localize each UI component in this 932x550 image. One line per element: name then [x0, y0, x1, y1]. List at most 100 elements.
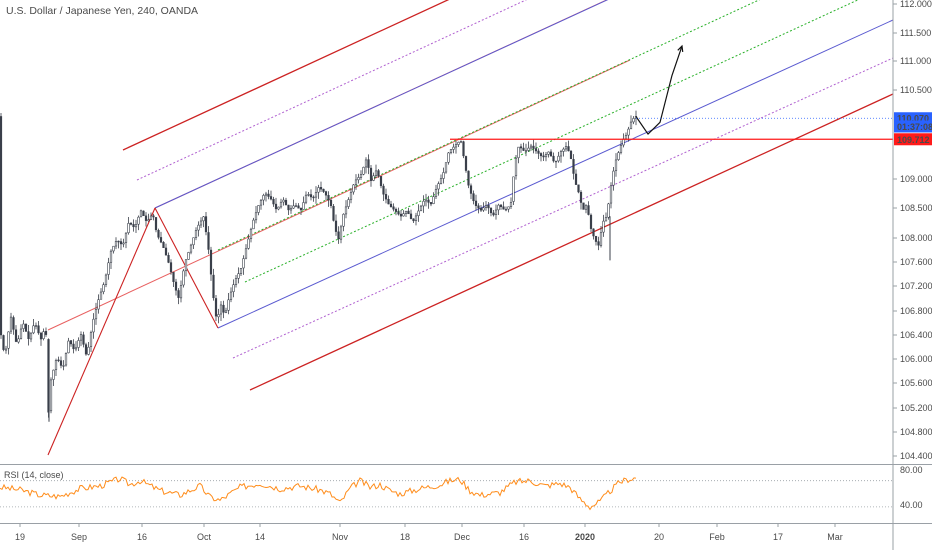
candle-body [469, 185, 473, 194]
candle-body [37, 325, 40, 334]
candle-body [617, 152, 620, 160]
candle-body [582, 202, 585, 210]
candle-body [614, 159, 618, 171]
candle-body [589, 214, 593, 229]
candle-body [504, 208, 508, 211]
candle-body [304, 194, 308, 203]
candle-body [129, 222, 133, 225]
candle-body [339, 226, 343, 240]
candle-body [437, 183, 440, 190]
candle-body [242, 258, 245, 269]
candle-body [147, 219, 150, 222]
candle-body [27, 331, 30, 340]
candle-body [7, 331, 10, 349]
candle-body [564, 146, 568, 150]
pitchfork-lines [47, 0, 894, 456]
candle-body [319, 187, 323, 190]
candle-body [19, 328, 23, 339]
candle-body [587, 205, 590, 215]
candle-body [484, 205, 488, 208]
candle-body [177, 290, 180, 298]
candle-body [22, 323, 25, 329]
y-tick-label: 110.500 [900, 85, 932, 95]
candle-body [199, 220, 203, 226]
candle-body [297, 205, 300, 209]
candle-body [302, 202, 305, 210]
candle-body [544, 154, 548, 158]
candle-body [279, 201, 283, 208]
candle-body [429, 202, 433, 205]
pitchfork-line [232, 57, 894, 359]
x-tick-label: 17 [773, 532, 783, 542]
candle-body [134, 224, 138, 228]
candle-body [554, 160, 558, 163]
price-label-box [894, 120, 932, 133]
candle-body [472, 193, 475, 202]
candle-body [412, 218, 415, 222]
candle-body [259, 199, 263, 206]
candle-body [227, 299, 230, 311]
candle-body [312, 196, 315, 199]
candle-body [77, 340, 80, 348]
candle-body [114, 241, 118, 247]
candle-body [607, 203, 610, 218]
candle-body [502, 206, 505, 210]
candle-body [149, 215, 153, 220]
y-tick-label: 104.800 [900, 427, 932, 437]
candle-body [292, 205, 295, 209]
candle-body [442, 172, 445, 179]
candle-body [364, 159, 368, 168]
candle-body [172, 271, 175, 282]
candle-body [432, 196, 435, 204]
candle-body [354, 179, 358, 185]
y-tick-label: 108.000 [900, 233, 932, 243]
candle-body [284, 199, 288, 206]
pitchfork-line [217, 19, 894, 329]
candle-body [379, 176, 383, 187]
candle-body [72, 343, 75, 350]
candle-body [39, 332, 43, 340]
candle-body [619, 144, 623, 153]
candle-body [629, 121, 633, 130]
candle-body [609, 185, 613, 204]
candle-body [94, 309, 98, 320]
price-label-text: 01:37:08 [897, 122, 932, 132]
candle-body [119, 241, 123, 245]
candle-body [232, 284, 235, 293]
x-tick-label: 19 [15, 532, 25, 542]
candle-body [34, 325, 38, 327]
candle-body [534, 148, 538, 152]
candle-body [579, 191, 583, 203]
candle-body [409, 213, 413, 219]
projection-arrowhead [677, 44, 684, 53]
pitchfork-line [47, 207, 156, 456]
candle-body [74, 347, 78, 350]
rsi-panel: RSI (14, close) 80.00 40.00 [0, 465, 923, 511]
candle-body [267, 193, 270, 197]
candle-body [247, 238, 250, 249]
candle-body [99, 291, 103, 300]
candle-body [264, 193, 268, 196]
candle-body [494, 209, 498, 216]
candle-body [212, 274, 215, 299]
candle-body [467, 170, 470, 186]
candle-body [374, 170, 378, 176]
candle-body [169, 262, 173, 273]
candle-body [59, 360, 63, 366]
candle-body [562, 148, 565, 152]
candle-body [414, 215, 418, 221]
candle-body [389, 203, 393, 208]
candle-body [189, 244, 193, 253]
candle-body [362, 166, 365, 175]
x-tick-label: Dec [454, 532, 471, 542]
candle-body [17, 338, 20, 343]
x-tick-label: Feb [709, 532, 725, 542]
candle-body [527, 147, 530, 151]
candle-body [44, 331, 48, 335]
candle-body [57, 359, 60, 362]
candle-body [299, 207, 303, 211]
candle-body [307, 194, 310, 196]
candle-body [167, 255, 170, 263]
